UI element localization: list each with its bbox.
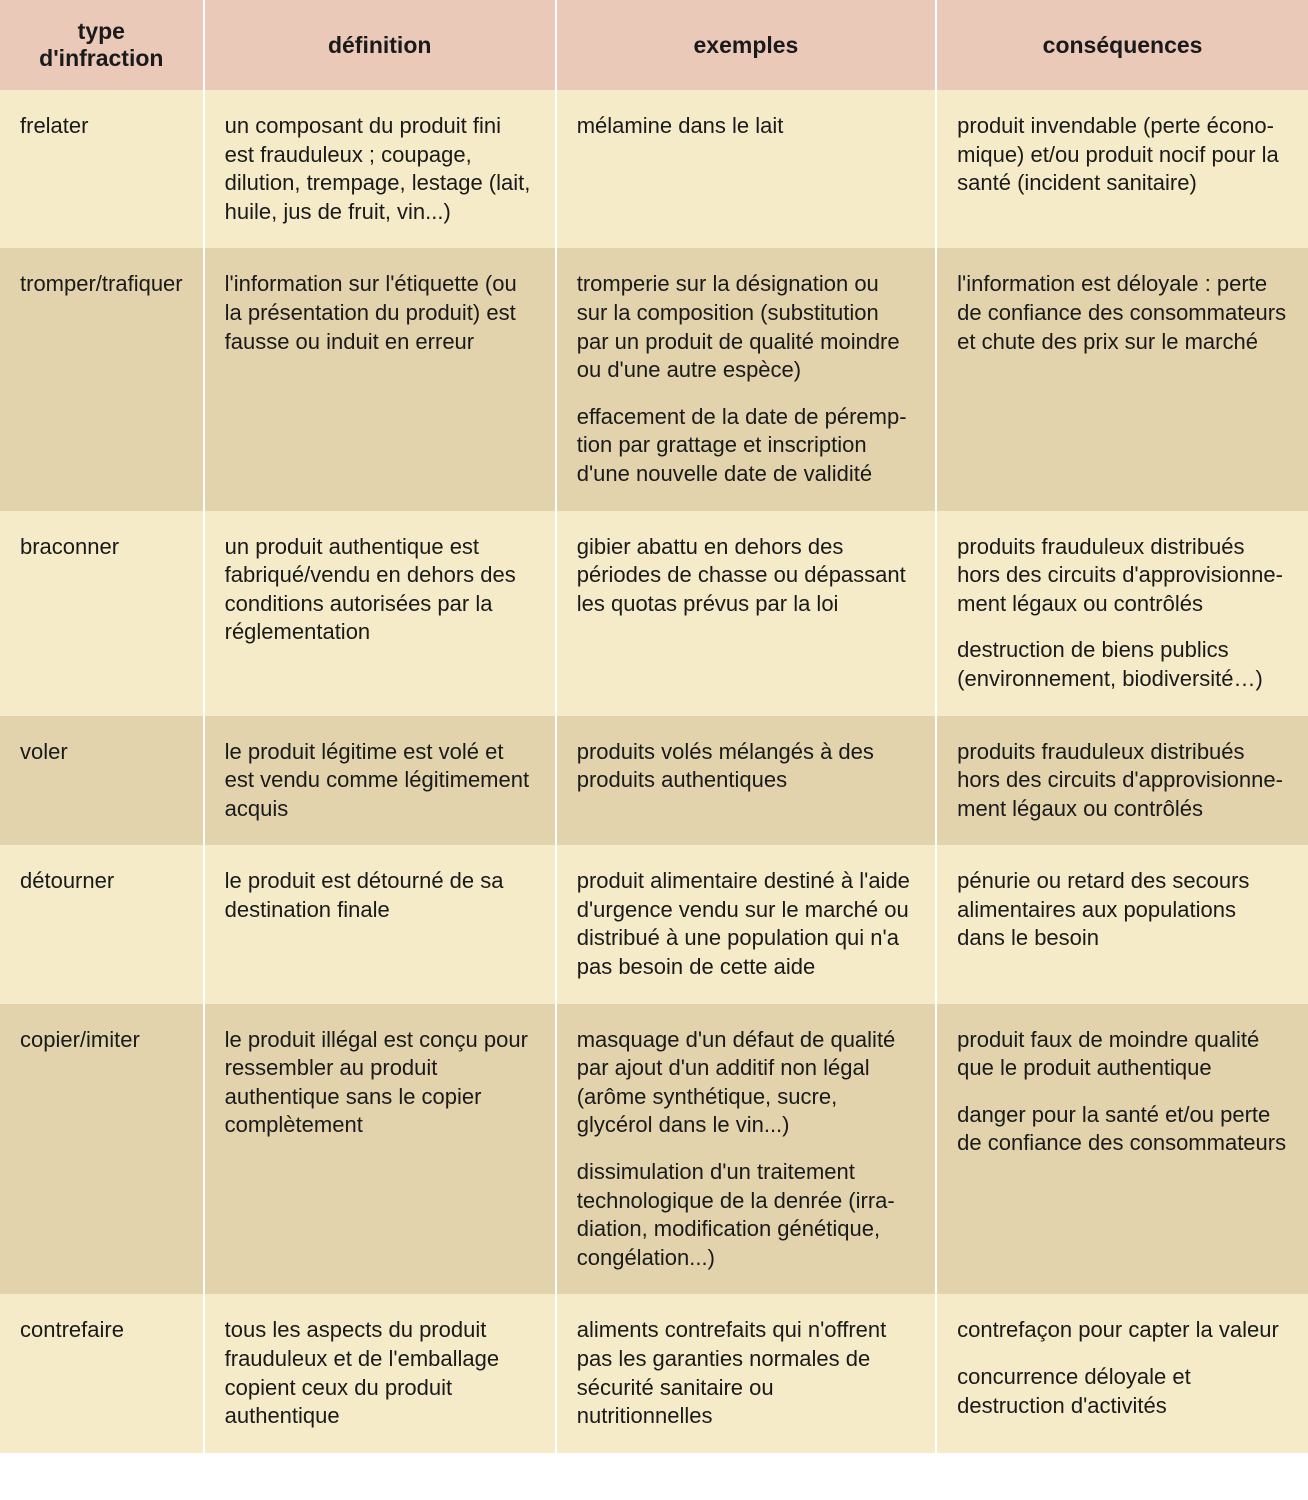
cell-definition: le produit légitime est volé et est vend…: [204, 716, 556, 846]
header-exemples: exemples: [556, 0, 936, 90]
table-row: braconnerun produit authentique est fabr…: [0, 511, 1308, 716]
header-type: type d'infraction: [0, 0, 204, 90]
header-consequences: conséquences: [936, 0, 1308, 90]
table-row: copier/imiterle produit illégal est conç…: [0, 1004, 1308, 1295]
table-row: détournerle produit est détourné de sa d…: [0, 845, 1308, 1003]
header-definition: définition: [204, 0, 556, 90]
table-row: frelaterun composant du produit fini est…: [0, 90, 1308, 248]
cell-type: tromper/trafiquer: [0, 248, 204, 510]
cell-exemples: tromperie sur la désignation ou sur la c…: [556, 248, 936, 510]
cell-definition: un composant du produit fini est fraudul…: [204, 90, 556, 248]
cell-type: copier/imiter: [0, 1004, 204, 1295]
table-row: volerle produit légitime est volé et est…: [0, 716, 1308, 846]
cell-consequences: contrefaçon pour capter la valeurconcurr…: [936, 1294, 1308, 1452]
cell-exemples: masquage d'un défaut de qualité par ajou…: [556, 1004, 936, 1295]
table-row: tromper/trafiquerl'information sur l'éti…: [0, 248, 1308, 510]
cell-consequences: produit invendable (perte écono­mique) e…: [936, 90, 1308, 248]
cell-type: braconner: [0, 511, 204, 716]
cell-exemples: aliments contrefaits qui n'offrent pas l…: [556, 1294, 936, 1452]
cell-definition: l'information sur l'étiquette (ou la pré…: [204, 248, 556, 510]
cell-exemples: gibier abattu en dehors des périodes de …: [556, 511, 936, 716]
cell-type: voler: [0, 716, 204, 846]
cell-definition: un produit authentique est fabriqué/vend…: [204, 511, 556, 716]
infractions-table: type d'infraction définition exemples co…: [0, 0, 1308, 1453]
cell-consequences: produits frauduleux distribués hors des …: [936, 511, 1308, 716]
cell-type: frelater: [0, 90, 204, 248]
cell-consequences: produit faux de moindre qualité que le p…: [936, 1004, 1308, 1295]
cell-consequences: produits frauduleux distribués hors des …: [936, 716, 1308, 846]
table-row: contrefairetous les aspects du produit f…: [0, 1294, 1308, 1452]
table-body: frelaterun composant du produit fini est…: [0, 90, 1308, 1453]
cell-definition: le produit est détourné de sa destinatio…: [204, 845, 556, 1003]
cell-exemples: produit alimentaire destiné à l'aide d'u…: [556, 845, 936, 1003]
cell-definition: le produit illégal est conçu pour ressem…: [204, 1004, 556, 1295]
cell-type: contrefaire: [0, 1294, 204, 1452]
cell-exemples: produits volés mélangés à des produits a…: [556, 716, 936, 846]
cell-definition: tous les aspects du produit frauduleux e…: [204, 1294, 556, 1452]
cell-exemples: mélamine dans le lait: [556, 90, 936, 248]
table-header-row: type d'infraction définition exemples co…: [0, 0, 1308, 90]
cell-consequences: l'information est déloyale : perte de co…: [936, 248, 1308, 510]
cell-consequences: pénurie ou retard des secours alimentair…: [936, 845, 1308, 1003]
cell-type: détourner: [0, 845, 204, 1003]
